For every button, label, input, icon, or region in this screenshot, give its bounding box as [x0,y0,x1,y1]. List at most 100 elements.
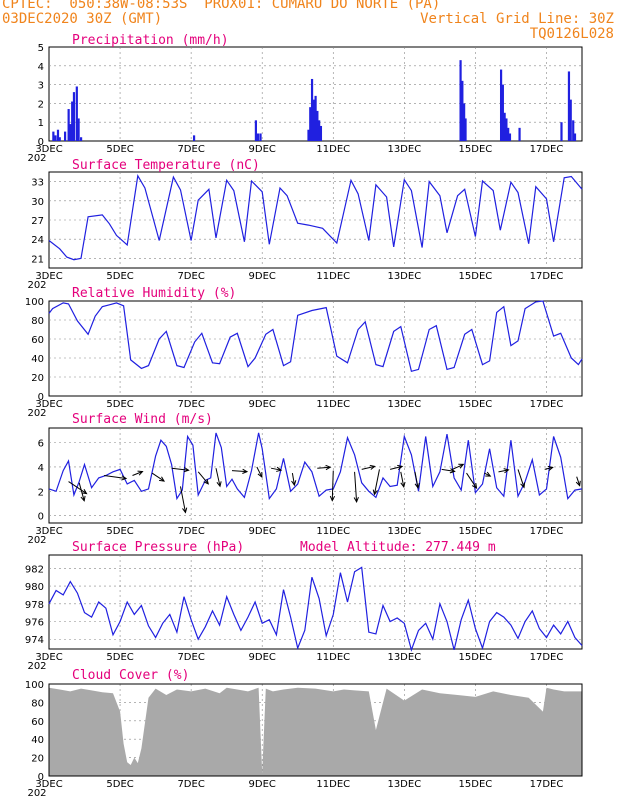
x-tick-label: 11DEC [316,779,350,790]
x-tick-label: 9DEC [249,652,276,663]
x-tick-label: 17DEC [530,652,564,663]
x-tick-label: 9DEC [249,144,276,155]
x-tick-label: 7DEC [177,526,204,537]
year-label: 202 [27,280,46,291]
y-tick-label: 100 [25,680,44,691]
precip-bar [56,129,60,141]
y-tick-label: 20 [31,754,44,765]
x-tick-label: 3DEC [35,652,62,663]
header-date: 03DEC2020 30Z (GMT) [2,11,163,27]
wind-vector [256,466,263,478]
x-tick-label: 15DEC [459,271,493,282]
x-tick-label: 3DEC [35,779,62,790]
wind-arrowhead [369,464,376,470]
x-tick-label: 17DEC [530,779,564,790]
y-tick-label: 30 [31,197,44,208]
wind-arrowhead [329,495,336,502]
wind-arrowhead [291,480,297,487]
precip-bar [256,133,260,141]
precip-bar [316,110,319,141]
precip-bar [63,131,67,141]
precip-bar [309,107,312,141]
x-tick-label: 7DEC [177,271,204,282]
x-tick-label: 15DEC [459,779,493,790]
wind-arrowhead [400,481,406,488]
precip-bar [461,80,464,141]
x-tick-label: 9DEC [249,399,276,410]
wind-arrowhead [458,463,465,469]
wind-arrowhead [276,466,283,472]
precip-bar [72,92,76,141]
precip-bar [318,120,321,141]
y-tick-label: 20 [31,373,44,384]
y-tick-label: 0 [38,392,44,403]
y-tick-label: 980 [25,582,44,593]
x-tick-label: 9DEC [249,779,276,790]
x-tick-label: 7DEC [177,399,204,410]
wind-vector [544,466,553,470]
y-tick-label: 100 [25,297,44,308]
precip-bar [312,99,315,141]
y-tick-label: 0 [38,137,44,148]
precip-bar [518,127,521,141]
panel-title: Precipitation (mm/h) [72,33,229,48]
precip-bar [319,125,323,141]
wind-vector [231,470,248,473]
y-tick-label: 4 [38,62,44,73]
y-tick-label: 60 [31,717,44,728]
wind-vector [270,467,282,471]
precip-bar [507,127,510,141]
wind-arrowhead [203,478,209,485]
x-tick-label: 3DEC [35,144,62,155]
wind-arrowhead [471,483,478,490]
y-tick-label: 2 [38,487,44,498]
precip-bar [58,137,61,141]
x-tick-label: 7DEC [177,652,204,663]
precip-bar [310,78,314,141]
wind-vector [151,472,165,482]
x-tick-label: 17DEC [530,526,564,537]
wind-vector [171,467,189,471]
panel-frame [48,427,583,524]
year-label: 202 [27,788,46,799]
y-tick-label: 4 [38,463,44,474]
wind-vector [466,472,477,489]
series-line [48,432,583,501]
precip-bar [499,69,503,141]
panel-frame [48,683,583,777]
wind-vector [517,469,525,488]
wind-arrowhead [575,480,581,487]
x-tick-label: 15DEC [459,526,493,537]
x-tick-label: 13DEC [387,652,421,663]
wind-arrowhead [216,481,222,488]
header-grid-note: Vertical Grid Line: 30Z [420,11,614,27]
x-tick-label: 3DEC [35,271,62,282]
series-line [48,174,583,261]
x-tick-label: 17DEC [530,399,564,410]
y-tick-label: 80 [31,316,44,327]
x-tick-label: 7DEC [177,779,204,790]
wind-vector [179,486,186,513]
x-tick-label: 3DEC [35,399,62,410]
wind-vector [197,471,209,485]
y-tick-label: 0 [38,512,44,523]
wind-arrowhead [520,482,526,489]
x-tick-label: 11DEC [316,652,350,663]
series-line [48,566,583,652]
x-tick-label: 15DEC [459,144,493,155]
y-tick-label: 3 [38,81,44,92]
precip-bar [573,133,577,141]
year-label: 202 [27,661,46,672]
panel-frame [48,300,583,397]
precip-bar [77,118,80,141]
precip-bar [79,137,83,141]
wind-arrowhead [353,497,359,503]
wind-arrowhead [80,495,86,502]
y-tick-label: 40 [31,354,44,365]
y-tick-label: 978 [25,600,44,611]
precip-bar [508,133,512,141]
wind-arrowhead [257,471,263,479]
precip-bar [505,118,508,141]
x-tick-label: 13DEC [387,526,421,537]
